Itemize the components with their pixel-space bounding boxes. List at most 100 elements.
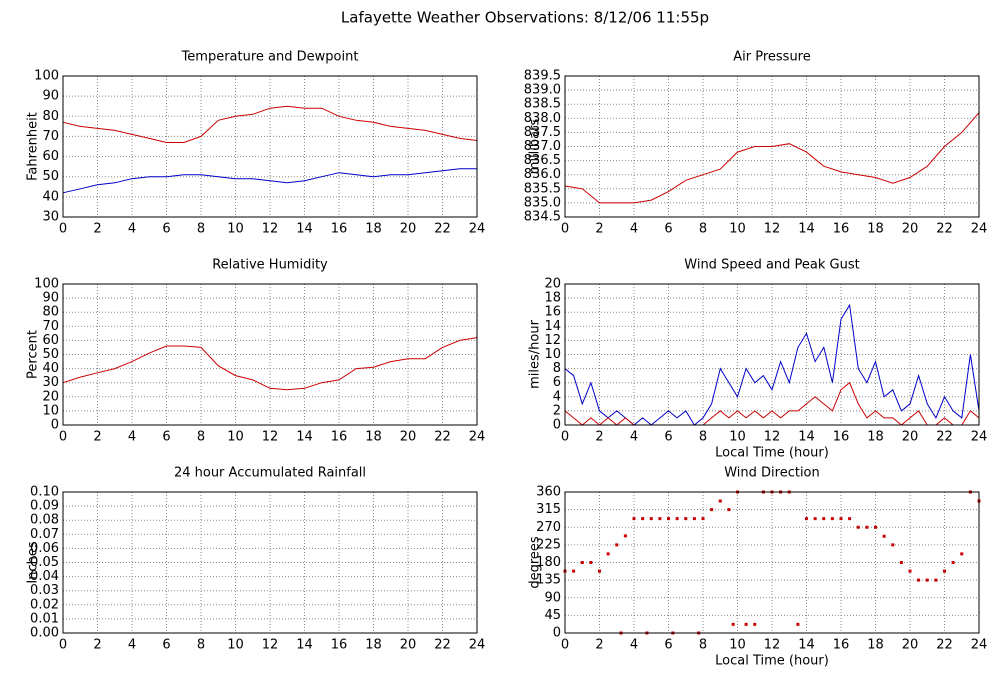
chart-title: Wind Speed and Peak Gust	[684, 258, 859, 273]
x-tick-label: 16	[331, 430, 348, 445]
data-point	[899, 561, 903, 564]
data-line	[564, 112, 980, 204]
data-point	[667, 517, 670, 521]
y-tick-label: 225	[536, 537, 561, 552]
x-tick-label: 6	[664, 430, 672, 445]
x-tick-label: 10	[729, 638, 746, 653]
y-tick-label: 836.0	[524, 167, 561, 182]
y-axis-label: Percent	[26, 330, 41, 379]
x-tick-label: 16	[833, 430, 850, 445]
data-point	[589, 561, 593, 564]
data-point	[856, 525, 860, 529]
data-point	[572, 569, 576, 573]
plot-frame	[564, 491, 980, 634]
x-tick-label: 6	[162, 638, 170, 653]
y-tick-label: 10	[544, 347, 561, 362]
x-tick-label: 24	[469, 430, 486, 445]
data-point	[805, 517, 808, 521]
data-point	[960, 552, 964, 556]
y-tick-label: 16	[544, 305, 561, 320]
data-line	[62, 337, 478, 391]
y-tick-label: 12	[544, 333, 561, 348]
data-point	[632, 517, 636, 521]
y-tick-label: 837.0	[524, 139, 561, 154]
y-tick-label: 360	[536, 485, 561, 500]
y-axis-label: degrees	[528, 536, 543, 589]
data-point	[692, 517, 696, 521]
x-tick-label: 2	[595, 430, 603, 445]
x-tick-label: 6	[162, 222, 170, 237]
y-tick-label: 45	[544, 608, 561, 623]
x-tick-label: 6	[664, 222, 672, 237]
data-point	[753, 622, 757, 626]
x-tick-label: 24	[971, 222, 988, 237]
x-tick-label: 0	[561, 430, 569, 445]
data-point	[891, 543, 895, 547]
data-point	[934, 578, 938, 582]
x-tick-label: 4	[630, 222, 638, 237]
data-point	[744, 622, 748, 626]
x-tick-label: 10	[729, 430, 746, 445]
y-tick-label: 0.04	[30, 569, 59, 584]
y-tick-label: 0.05	[30, 555, 59, 570]
plot-frame	[564, 75, 980, 218]
x-tick-label: 10	[227, 638, 244, 653]
chart-title: Air Pressure	[733, 50, 811, 65]
x-tick-label: 2	[595, 638, 603, 653]
x-tick-label: 4	[630, 638, 638, 653]
x-axis-label: Local Time (hour)	[715, 654, 829, 669]
y-tick-label: 0.09	[30, 499, 59, 514]
y-tick-label: 90	[42, 291, 59, 306]
data-point	[848, 517, 852, 521]
y-tick-label: 0.03	[30, 583, 59, 598]
page-title: Lafayette Weather Observations: 8/12/06 …	[341, 9, 709, 27]
y-tick-label: 100	[34, 277, 59, 292]
x-tick-label: 0	[59, 222, 67, 237]
x-tick-label: 16	[331, 222, 348, 237]
data-point	[727, 508, 731, 512]
x-tick-label: 22	[434, 222, 451, 237]
x-tick-label: 14	[296, 222, 313, 237]
x-tick-label: 22	[434, 430, 451, 445]
y-tick-label: 90	[544, 590, 561, 605]
data-point	[731, 622, 735, 626]
x-tick-label: 24	[971, 430, 988, 445]
y-tick-label: 0.01	[30, 611, 59, 626]
y-tick-label: 839.5	[524, 69, 561, 84]
x-tick-label: 12	[764, 638, 781, 653]
data-point	[822, 517, 826, 521]
x-tick-label: 14	[798, 638, 815, 653]
x-tick-label: 20	[902, 638, 919, 653]
data-point	[615, 543, 619, 547]
data-line	[62, 168, 477, 194]
y-tick-label: 20	[42, 389, 59, 404]
y-tick-label: 30	[42, 375, 59, 390]
x-tick-label: 2	[595, 222, 603, 237]
y-tick-label: 834.5	[524, 210, 561, 225]
y-tick-label: 0.10	[30, 485, 59, 500]
data-point	[925, 578, 929, 582]
data-point	[701, 517, 705, 521]
y-tick-label: 8	[553, 361, 561, 376]
x-tick-label: 0	[561, 638, 569, 653]
y-tick-label: 0.06	[30, 541, 59, 556]
x-tick-label: 0	[561, 222, 569, 237]
data-point	[917, 578, 921, 582]
x-tick-label: 4	[128, 430, 136, 445]
x-tick-label: 20	[400, 222, 417, 237]
x-tick-label: 14	[296, 430, 313, 445]
y-tick-label: 50	[42, 347, 59, 362]
y-tick-label: 6	[553, 375, 561, 390]
y-tick-label: 180	[536, 555, 561, 570]
x-tick-label: 8	[197, 222, 205, 237]
y-tick-label: 50	[42, 169, 59, 184]
x-tick-label: 18	[867, 638, 884, 653]
x-tick-label: 4	[128, 638, 136, 653]
y-tick-label: 2	[553, 403, 561, 418]
y-tick-label: 270	[536, 520, 561, 535]
y-tick-label: 70	[42, 129, 59, 144]
data-point	[641, 517, 645, 521]
data-line	[62, 105, 478, 143]
y-axis-label: Inches	[26, 541, 41, 583]
